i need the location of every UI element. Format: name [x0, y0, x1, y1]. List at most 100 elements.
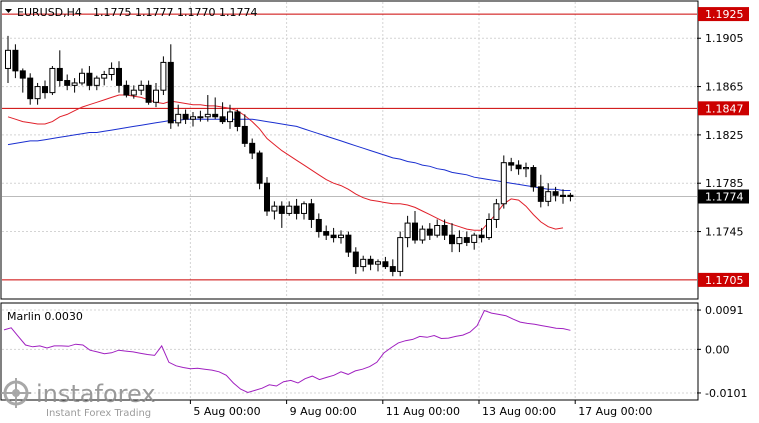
candle — [441, 219, 448, 241]
bearish-candle-body — [463, 237, 470, 243]
candle — [301, 201, 307, 220]
horizontal-levels — [2, 13, 697, 281]
bullish-candle-body — [434, 225, 441, 236]
level-price-label: 1.1705 — [705, 274, 744, 287]
bullish-candle-body — [456, 237, 463, 245]
bearish-candle-body — [530, 167, 537, 188]
candle — [449, 223, 455, 253]
time-tick-label: 5 Aug 00:00 — [193, 405, 260, 418]
bullish-candle-body — [160, 61, 167, 91]
time-tick-label: 9 Aug 00:00 — [290, 405, 357, 418]
bullish-candle-body — [227, 111, 233, 123]
candle — [426, 223, 433, 241]
level-price-label: 1.1925 — [705, 8, 744, 21]
bearish-candle-body — [182, 113, 189, 120]
candle — [197, 110, 204, 122]
dropdown-triangle-icon[interactable] — [5, 9, 12, 13]
bearish-candle-body — [212, 113, 219, 118]
candle — [530, 165, 537, 192]
bearish-candle-body — [145, 84, 152, 103]
bearish-candle-body — [123, 84, 130, 96]
candle — [71, 78, 78, 93]
bearish-candle-body — [278, 205, 285, 214]
bearish-candle-body — [382, 261, 389, 268]
candle — [19, 68, 26, 93]
bullish-candle-body — [175, 113, 182, 124]
bearish-candle-body — [567, 194, 574, 198]
oscillator-polyline — [3, 309, 571, 394]
candle — [315, 213, 322, 238]
candle — [360, 255, 367, 272]
bullish-candle-body — [138, 84, 145, 91]
candle — [153, 82, 159, 108]
candle — [567, 192, 574, 202]
bearish-candle-body — [515, 164, 522, 170]
bearish-candle-body — [308, 203, 315, 220]
candle — [545, 183, 552, 207]
symbol-label: EURUSD,H4 — [17, 6, 82, 19]
bullish-candle-body — [93, 77, 100, 86]
candle — [145, 80, 152, 105]
bullish-candle-body — [375, 261, 381, 265]
candle — [138, 80, 145, 96]
bearish-candle-body — [560, 194, 566, 198]
bearish-candle-body — [256, 152, 263, 184]
bearish-candle-body — [234, 111, 241, 127]
bullish-candle-body — [493, 203, 500, 220]
candle — [271, 201, 278, 220]
indicator-pane — [0, 302, 699, 401]
candle — [389, 259, 396, 277]
bullish-candle-body — [71, 82, 78, 86]
marlin-oscillator-line — [3, 309, 571, 394]
candle — [93, 75, 100, 91]
candle — [308, 198, 315, 228]
candle — [190, 111, 196, 127]
candle — [42, 80, 48, 99]
fast-moving-average-line — [7, 94, 564, 231]
bullish-candle-body — [79, 72, 85, 84]
watermark-tagline: Instant Forex Trading — [46, 408, 151, 419]
bullish-candle-body — [486, 218, 492, 239]
bearish-candle-body — [86, 72, 93, 86]
candle — [537, 174, 544, 208]
bearish-candle-body — [64, 80, 71, 86]
candle — [471, 232, 478, 250]
indicator-label: Marlin 0.0030 — [7, 310, 83, 323]
level-price-tag — [698, 7, 749, 22]
candle — [64, 74, 71, 91]
candle — [86, 66, 93, 91]
bullish-candle-body — [153, 89, 159, 103]
candle — [293, 198, 300, 220]
candle — [123, 80, 130, 98]
bullish-candle-body — [301, 203, 307, 214]
time-axis: 5 Aug 00:00 9 Aug 00:00 11 Aug 00:00 13 Aug… — [189, 400, 652, 418]
time-tick-label: 17 Aug 00:00 — [578, 405, 652, 418]
candle — [345, 231, 352, 257]
candle — [241, 114, 248, 147]
candle — [79, 68, 85, 86]
bearish-candle-body — [552, 191, 559, 196]
candle — [412, 211, 418, 244]
candlesticks — [5, 35, 574, 277]
bullish-candle-body — [360, 258, 367, 268]
candle — [167, 44, 174, 129]
bullish-candle-body — [545, 191, 552, 202]
bullish-candle-body — [471, 234, 478, 243]
bearish-candle-body — [19, 70, 26, 79]
price-tick-label: 1.1745 — [705, 226, 744, 239]
bearish-candle-body — [426, 228, 433, 236]
bullish-candle-body — [204, 113, 211, 118]
bullish-candle-body — [49, 67, 56, 94]
time-tick-label: 11 Aug 00:00 — [386, 405, 460, 418]
bullish-candle-body — [419, 228, 426, 241]
ohlc-readout: 1.1775 1.1777 1.1770 1.1774 — [93, 6, 257, 19]
bearish-candle-body — [441, 225, 448, 236]
bearish-candle-body — [12, 49, 19, 72]
candle — [56, 50, 63, 87]
candle — [323, 225, 330, 241]
price-tick-label: 1.1865 — [705, 81, 744, 94]
level-price-label: 1.1847 — [705, 102, 744, 115]
bullish-candle-body — [34, 86, 41, 100]
candle — [463, 231, 470, 247]
candle — [49, 66, 56, 96]
